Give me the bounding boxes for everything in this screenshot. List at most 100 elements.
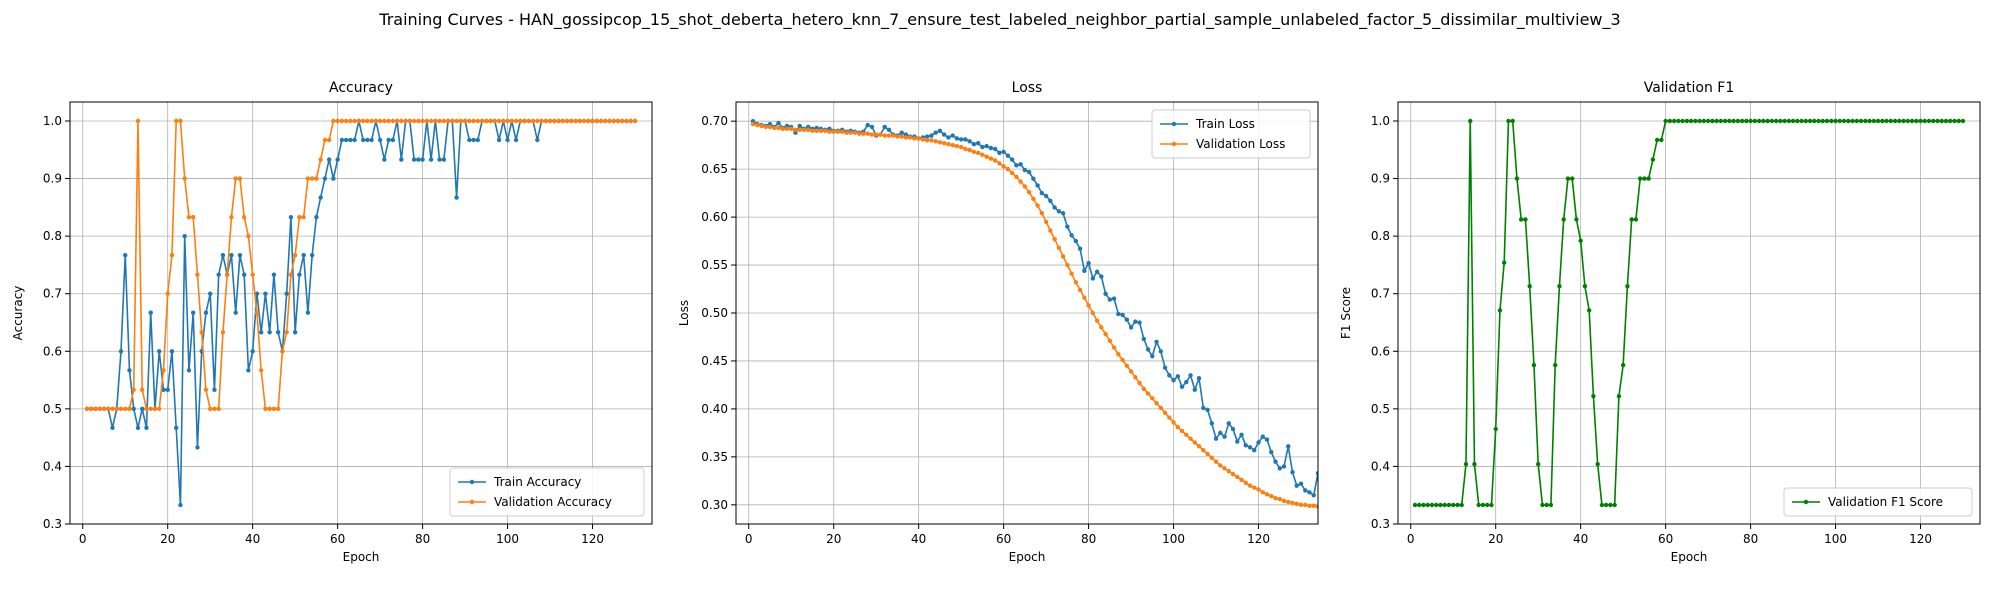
data-point (535, 118, 540, 124)
data-point (471, 118, 476, 124)
data-point (628, 118, 633, 124)
data-point (411, 118, 417, 124)
data-point (569, 118, 574, 124)
data-point (233, 176, 238, 181)
x-tick-label: 60 (330, 532, 345, 546)
data-point (377, 118, 383, 124)
data-point (428, 118, 434, 124)
legend-marker (469, 499, 475, 505)
data-point (106, 406, 111, 412)
data-point (365, 137, 370, 143)
data-point (292, 330, 298, 335)
data-point (526, 118, 532, 124)
data-point (501, 118, 506, 124)
data-point (433, 118, 438, 124)
data-point (309, 252, 315, 258)
data-point (496, 137, 502, 143)
data-point (271, 272, 277, 277)
data-point (352, 137, 357, 143)
data-point (267, 406, 272, 412)
data-point (237, 252, 243, 258)
data-point (229, 214, 234, 220)
data-point (178, 502, 183, 508)
data-point (479, 118, 485, 124)
data-point (543, 118, 548, 124)
data-point (157, 406, 162, 412)
data-point (471, 137, 476, 143)
y-tick-label: 0.6 (43, 344, 62, 358)
data-point (475, 137, 481, 143)
data-point (335, 157, 340, 162)
data-point (207, 291, 213, 296)
data-point (123, 406, 128, 412)
data-point (169, 252, 175, 258)
data-point (186, 368, 192, 373)
y-tick-label: 0.8 (43, 229, 62, 243)
data-point (212, 387, 217, 393)
data-point (620, 118, 625, 124)
data-point (356, 118, 362, 124)
data-point (148, 406, 153, 412)
data-point (182, 233, 187, 239)
data-point (365, 118, 370, 124)
data-point (216, 406, 221, 412)
data-point (522, 118, 527, 124)
data-point (322, 137, 328, 143)
data-point (301, 252, 306, 258)
data-point (475, 118, 481, 124)
data-point (110, 425, 115, 431)
data-point (564, 118, 570, 124)
data-point (297, 272, 302, 277)
data-point (114, 406, 119, 412)
data-point (229, 252, 234, 258)
data-point (131, 387, 136, 393)
data-point (246, 233, 251, 239)
data-point (348, 137, 353, 143)
data-point (220, 252, 226, 258)
y-axis-label: Accuracy (11, 286, 25, 341)
data-point (305, 176, 311, 181)
data-point (360, 118, 366, 124)
y-tick-label: 0.7 (43, 287, 62, 301)
data-point (288, 214, 294, 220)
data-point (407, 118, 413, 124)
data-point (624, 118, 629, 124)
x-tick-label: 0 (79, 532, 87, 546)
data-point (603, 118, 608, 124)
data-point (331, 176, 336, 181)
data-point (148, 310, 153, 315)
data-point (390, 137, 396, 143)
data-point (127, 406, 132, 412)
data-point (258, 368, 264, 373)
data-point (547, 118, 553, 124)
data-point (577, 118, 582, 124)
data-point (513, 137, 519, 143)
data-point (127, 368, 132, 373)
data-point (437, 118, 442, 124)
data-point (505, 137, 510, 143)
data-point (382, 157, 387, 162)
legend-label: Validation Accuracy (494, 495, 612, 509)
data-point (611, 118, 616, 124)
data-point (288, 272, 294, 277)
data-point (89, 406, 94, 412)
data-point (275, 406, 281, 412)
legend-marker (469, 479, 475, 485)
data-point (416, 118, 421, 124)
data-point (394, 118, 400, 124)
data-point (339, 118, 345, 124)
data-point (314, 214, 319, 220)
data-point (343, 137, 349, 143)
series-line (86, 120, 636, 410)
data-point (97, 406, 102, 412)
data-point (280, 349, 285, 354)
data-point (607, 118, 612, 124)
data-point (174, 118, 179, 124)
data-point (411, 157, 417, 162)
data-point (326, 137, 332, 143)
data-point (161, 368, 166, 373)
data-point (390, 118, 396, 124)
data-point (195, 272, 200, 277)
